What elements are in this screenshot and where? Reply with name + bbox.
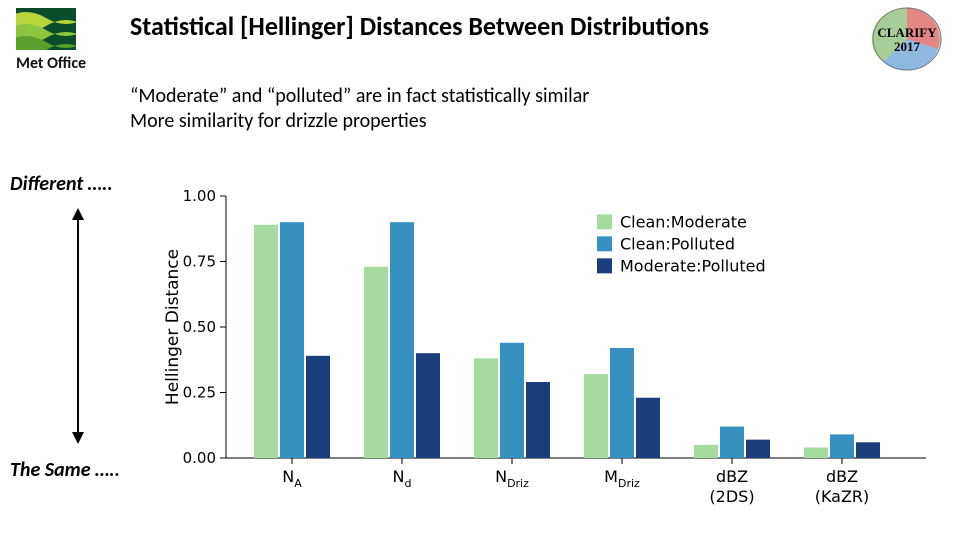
- double-arrow-icon: [68, 208, 88, 444]
- bar: [500, 343, 524, 458]
- bar: [584, 374, 608, 458]
- bar: [694, 445, 718, 458]
- same-label: The Same …..: [10, 458, 120, 482]
- subtitle-line-1: “Moderate” and “polluted” are in fact st…: [130, 84, 589, 108]
- slide-title: Statistical [Hellinger] Distances Betwee…: [130, 10, 709, 42]
- clarify-logo: CLARIFY 2017: [862, 4, 952, 74]
- bar: [830, 434, 854, 458]
- bar: [720, 427, 744, 458]
- bar: [306, 356, 330, 458]
- met-office-logo: Met Office: [16, 8, 104, 73]
- legend-swatch: [597, 258, 612, 273]
- bar: [636, 398, 660, 458]
- bar: [416, 353, 440, 458]
- bar: [526, 382, 550, 458]
- legend-label: Clean:Moderate: [620, 212, 747, 231]
- x-category-sublabel: (2DS): [709, 487, 754, 506]
- clarify-circle-icon: [868, 4, 946, 74]
- bar: [474, 358, 498, 458]
- svg-text:1.00: 1.00: [183, 187, 216, 205]
- x-category-label: MDriz: [604, 467, 640, 490]
- legend-label: Clean:Polluted: [620, 234, 735, 253]
- hellinger-bar-chart: 0.00 0.25 0.50 0.75 1.00 Hellinger Distance NA…: [160, 186, 950, 526]
- svg-text:0.00: 0.00: [183, 449, 216, 467]
- bar: [390, 222, 414, 458]
- slide-subtitle: “Moderate” and “polluted” are in fact st…: [130, 84, 589, 134]
- svg-text:0.75: 0.75: [183, 253, 216, 271]
- bar: [280, 222, 304, 458]
- svg-text:0.50: 0.50: [183, 318, 216, 336]
- bar: [610, 348, 634, 458]
- x-category-label: dBZ: [826, 467, 858, 486]
- bar: [804, 448, 828, 458]
- legend-label: Moderate:Polluted: [620, 256, 766, 275]
- bar: [856, 442, 880, 458]
- legend-swatch: [597, 214, 612, 229]
- met-office-name: Met Office: [16, 54, 104, 73]
- x-category-label: dBZ: [716, 467, 748, 486]
- legend-swatch: [597, 236, 612, 251]
- bar: [364, 267, 388, 458]
- bar: [746, 440, 770, 458]
- met-office-wave-icon: [16, 8, 104, 52]
- svg-text:Hellinger Distance: Hellinger Distance: [163, 249, 183, 405]
- subtitle-line-2: More similarity for drizzle properties: [130, 109, 427, 133]
- x-category-label: NA: [282, 467, 302, 490]
- x-category-sublabel: (KaZR): [815, 487, 870, 506]
- different-label: Different …..: [10, 172, 113, 196]
- x-category-label: NDriz: [495, 467, 529, 490]
- svg-text:0.25: 0.25: [183, 384, 216, 402]
- bar: [254, 225, 278, 458]
- x-category-label: Nd: [393, 467, 412, 490]
